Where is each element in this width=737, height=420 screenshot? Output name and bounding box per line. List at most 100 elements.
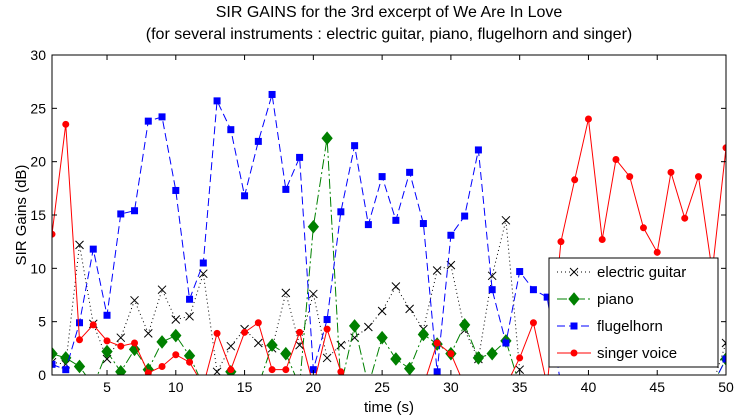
data-point — [280, 346, 292, 361]
legend-marker — [570, 322, 578, 330]
data-point — [721, 338, 726, 348]
data-point — [171, 315, 181, 324]
data-point — [73, 359, 86, 374]
data-point — [172, 186, 180, 194]
data-point — [681, 214, 689, 222]
x-tick-label: 35 — [512, 379, 528, 395]
data-point — [157, 285, 167, 295]
data-point — [571, 176, 579, 184]
data-point — [376, 330, 388, 345]
data-point — [266, 338, 278, 352]
data-point — [433, 368, 441, 375]
legend-label: flugelhorn — [597, 318, 663, 335]
data-point — [419, 220, 427, 228]
series-electric-guitar — [52, 215, 726, 375]
data-point — [515, 365, 525, 375]
legend-marker — [570, 349, 578, 357]
y-tick-label: 25 — [30, 100, 46, 116]
data-point — [529, 319, 537, 327]
data-point — [227, 366, 235, 374]
data-point — [75, 240, 84, 250]
data-point — [131, 207, 139, 215]
series-layer — [52, 90, 726, 375]
data-point — [268, 90, 276, 98]
ticks-layer: 5 10 15 20 25 30 35 40 45 50 0 5 10 15 20 25 30 — [30, 47, 734, 395]
legend-entry: electric guitar — [557, 264, 686, 281]
x-tick-label: 40 — [581, 379, 597, 395]
x-tick-label: 30 — [443, 379, 459, 395]
data-point — [76, 319, 84, 327]
series-flugelhorn — [52, 90, 726, 375]
x-axis-label: time (s) — [364, 399, 414, 416]
data-point — [406, 168, 414, 176]
data-point — [337, 208, 345, 216]
data-point — [584, 115, 592, 123]
y-tick-label: 15 — [30, 207, 46, 223]
legend: electric guitar piano flugelhorn singer voi… — [548, 257, 719, 368]
series-singer-voice — [52, 115, 726, 375]
data-point — [323, 316, 331, 324]
x-tick-label: 10 — [168, 379, 184, 395]
y-tick-label: 10 — [30, 260, 46, 276]
data-point — [116, 333, 126, 343]
chart-title: SIR GAINS for the 3rd excerpt of We Are … — [216, 4, 563, 21]
x-tick-label: 50 — [718, 379, 734, 395]
data-point — [322, 353, 332, 363]
data-point — [52, 360, 56, 368]
data-point — [488, 286, 496, 294]
data-point — [253, 338, 263, 348]
y-tick-label: 20 — [30, 154, 46, 170]
data-point — [241, 328, 249, 336]
x-tick-label: 25 — [374, 379, 390, 395]
data-point — [254, 319, 262, 327]
chart-subtitle: (for several instruments : electric guit… — [146, 26, 632, 43]
data-point — [186, 295, 194, 303]
data-point — [89, 245, 97, 253]
data-point — [156, 335, 168, 349]
data-point — [598, 236, 606, 244]
data-point — [391, 282, 401, 291]
data-point — [390, 352, 402, 366]
data-point — [144, 369, 152, 375]
x-tick-label: 45 — [649, 379, 665, 395]
legend-label: singer voice — [597, 345, 677, 362]
data-point — [241, 192, 249, 200]
data-point — [296, 328, 304, 336]
data-point — [377, 306, 387, 316]
data-point — [281, 288, 291, 298]
data-point — [307, 219, 319, 234]
data-point — [557, 238, 565, 246]
data-point — [653, 248, 661, 256]
data-point — [472, 351, 485, 365]
data-point — [308, 289, 318, 299]
legend-label: electric guitar — [597, 264, 686, 281]
data-point — [417, 327, 430, 342]
data-point — [52, 230, 56, 238]
data-point — [213, 97, 221, 105]
data-point — [722, 355, 726, 363]
data-point — [432, 266, 442, 275]
data-point — [378, 173, 386, 181]
data-point — [101, 344, 113, 359]
data-point — [89, 321, 97, 329]
data-point — [170, 328, 182, 343]
data-point — [433, 339, 441, 347]
x-tick-label: 15 — [237, 379, 253, 395]
data-point — [337, 368, 345, 375]
data-point — [351, 142, 359, 150]
data-point — [516, 268, 524, 276]
legend-label: piano — [597, 291, 634, 308]
data-point — [447, 350, 455, 358]
data-point — [130, 295, 139, 305]
data-point — [486, 346, 498, 361]
data-point — [158, 113, 166, 121]
series-line — [52, 220, 726, 375]
data-point — [487, 271, 497, 281]
data-point — [639, 224, 647, 232]
data-point — [212, 367, 222, 375]
y-tick-label: 30 — [30, 47, 46, 63]
data-point — [172, 351, 180, 359]
data-point — [282, 185, 290, 193]
data-point — [103, 311, 111, 319]
